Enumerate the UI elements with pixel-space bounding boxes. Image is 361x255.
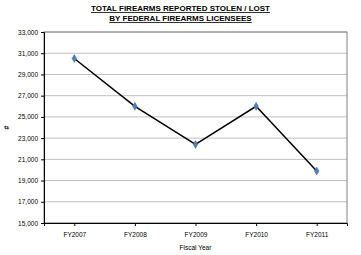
y-axis: 15,000 17,000 19,000 21,000 23,000 25,000 27,0…: [18, 29, 44, 227]
y-tick-label: 31,000: [18, 50, 38, 57]
x-tick: FY2007: [63, 223, 86, 238]
x-tick: FY2011: [306, 223, 329, 238]
y-axis-line: [41, 33, 45, 224]
grid-line: [44, 116, 347, 117]
grid-line: [44, 201, 347, 202]
x-tick-label: FY2011: [306, 231, 329, 238]
y-tick-mark: [41, 96, 44, 97]
y-tick: 25,000: [18, 113, 44, 120]
y-tick-mark: [41, 74, 44, 75]
x-tick-mark: [135, 223, 136, 226]
y-tick-label: 19,000: [18, 177, 38, 184]
y-tick-label: 23,000: [18, 135, 38, 142]
marker: [254, 102, 259, 110]
y-tick: 33,000: [18, 29, 44, 36]
y-tick-label: 21,000: [18, 156, 38, 163]
y-tick: 21,000: [18, 156, 44, 163]
grid-line: [44, 53, 347, 54]
y-axis-title: #: [3, 125, 10, 129]
y-tick-mark: [41, 181, 44, 182]
marker: [72, 55, 77, 63]
y-tick-mark: [41, 138, 44, 139]
title: BY FEDERAL FIREARMS LICENSEES: [109, 14, 252, 23]
y-tick-mark: [41, 202, 44, 203]
grid-line: [44, 159, 347, 160]
data-layer: [72, 55, 319, 175]
marker: [133, 102, 138, 110]
x-tick: FY2008: [124, 223, 147, 238]
y-tick-label: 25,000: [18, 113, 38, 120]
x-tick-label: FY2008: [124, 231, 147, 238]
y-tick: 17,000: [18, 198, 44, 205]
marker: [193, 141, 198, 149]
x-tick-mark: [74, 223, 75, 226]
x-tick: FY2009: [185, 223, 208, 238]
grid-line: [44, 138, 347, 139]
y-tick-mark: [41, 159, 44, 160]
x-axis-title: Fiscal Year: [180, 244, 213, 251]
y-tick-label: 27,000: [18, 92, 38, 99]
x-axis-line: [45, 224, 348, 227]
grid-line: [44, 95, 347, 96]
y-tick-label: 15,000: [18, 220, 38, 227]
y-tick: 27,000: [18, 92, 44, 99]
grid-line: [44, 180, 347, 181]
y-tick: 15,000: [18, 220, 44, 227]
series-line: [74, 59, 316, 171]
plot: 15,000 17,000 19,000 21,000 23,000 25,000 27,0…: [18, 29, 347, 238]
y-tick: 29,000: [18, 71, 44, 78]
x-tick-label: FY2009: [185, 231, 208, 238]
plot-frame: [44, 32, 347, 223]
y-tick-mark: [41, 32, 44, 33]
y-tick: 31,000: [18, 50, 44, 57]
x-tick: FY2010: [245, 223, 268, 238]
grid: [44, 32, 347, 223]
x-tick-mark: [196, 223, 197, 226]
x-tick-mark: [256, 223, 257, 226]
chart-svg: 15,000 17,000 19,000 21,000 23,000 25,000 27,0…: [0, 0, 361, 255]
x-axis: FY2007 FY2008 FY2009 FY2010 FY2011: [45, 223, 348, 238]
y-tick: 19,000: [18, 177, 44, 184]
y-tick-label: 29,000: [18, 71, 38, 78]
x-tick-mark: [317, 223, 318, 226]
y-tick: 23,000: [18, 135, 44, 142]
y-tick-mark: [41, 223, 44, 224]
y-tick-mark: [41, 53, 44, 54]
x-tick-label: FY2007: [63, 231, 86, 238]
title: TOTAL FIREARMS REPORTED STOLEN / LOST: [91, 4, 270, 13]
grid-line: [44, 74, 347, 75]
marker: [314, 167, 319, 175]
y-tick-label: 17,000: [18, 198, 38, 205]
y-tick-label: 33,000: [18, 29, 38, 36]
y-tick-mark: [41, 117, 44, 118]
chart-container: 15,000 17,000 19,000 21,000 23,000 25,000 27,0…: [0, 0, 361, 255]
x-tick-label: FY2010: [245, 231, 268, 238]
